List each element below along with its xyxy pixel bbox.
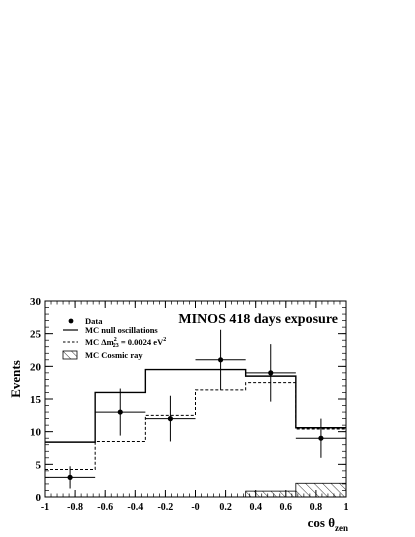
legend-cosmic-swatch bbox=[62, 350, 78, 360]
x-tick-label-8: 0.6 bbox=[280, 502, 293, 513]
data-point-1 bbox=[117, 409, 123, 415]
null-oscillations-line bbox=[45, 368, 346, 443]
data-point-3 bbox=[217, 357, 224, 363]
x-tick-label-0: -1 bbox=[41, 502, 49, 513]
x-tick-label-10: 1 bbox=[344, 502, 349, 513]
x-tick-label-6: 0.2 bbox=[219, 502, 232, 513]
legend-item-null: MC null oscillations bbox=[63, 325, 158, 335]
x-tick-label-4: -0.2 bbox=[157, 502, 173, 513]
legend-data-label: Data bbox=[85, 316, 103, 326]
x-tick-label-3: -0.4 bbox=[127, 502, 143, 513]
chart-title: MINOS 418 days exposure bbox=[178, 312, 338, 327]
x-tick-label-9: 0.8 bbox=[310, 502, 323, 513]
y-tick-label-6: 30 bbox=[30, 296, 42, 308]
data-point-0 bbox=[67, 474, 73, 480]
legend-item-osc: MC Δm2 23 = 0.0024 eV2 bbox=[63, 337, 166, 349]
oscillation-mc-line bbox=[45, 382, 346, 471]
legend-data-marker bbox=[68, 318, 74, 324]
y-axis-label: Events bbox=[8, 360, 23, 398]
axis-ticks: -1 -0.8 -0.6 -0.4 -0.2 -0 0.2 0.4 0.6 0.8 10510152… bbox=[30, 296, 349, 513]
y-tick-label-5: 25 bbox=[30, 329, 42, 341]
cosmic-bar-5 bbox=[295, 482, 347, 498]
legend-osc-label: MC Δm2 23 = 0.0024 eV2 bbox=[85, 337, 166, 349]
data-points-layer bbox=[45, 329, 346, 489]
y-tick-label-1: 5 bbox=[36, 459, 42, 471]
legend: Data MC null oscillations MC Δm2 23 = 0.0… bbox=[62, 316, 166, 360]
legend-cosmic-label: MC Cosmic ray bbox=[85, 350, 143, 360]
y-tick-label-4: 20 bbox=[30, 361, 42, 373]
x-tick-label-1: -0.8 bbox=[67, 502, 83, 513]
legend-item-data: Data bbox=[68, 316, 103, 326]
y-tick-label-2: 10 bbox=[30, 427, 42, 439]
histogram-layer bbox=[45, 368, 347, 498]
x-axis-label: cos θzen bbox=[308, 515, 348, 533]
y-tick-label-3: 15 bbox=[30, 394, 42, 406]
x-tick-label-5: -0 bbox=[191, 502, 199, 513]
y-tick-label-0: 0 bbox=[36, 492, 42, 504]
data-point-5 bbox=[318, 435, 324, 441]
x-tick-label-2: -0.6 bbox=[97, 502, 113, 513]
legend-null-label: MC null oscillations bbox=[85, 325, 158, 335]
cosmic-bar-4 bbox=[245, 490, 297, 498]
legend-item-cosmic: MC Cosmic ray bbox=[62, 350, 143, 360]
data-point-4 bbox=[268, 370, 274, 376]
data-point-2 bbox=[167, 416, 174, 422]
x-tick-label-7: 0.4 bbox=[249, 502, 262, 513]
